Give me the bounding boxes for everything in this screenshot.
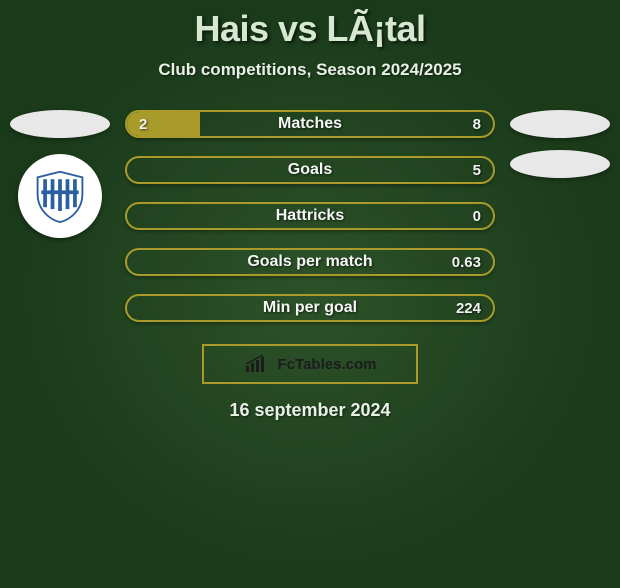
right-placeholder-ellipse — [510, 150, 610, 178]
stat-label: Matches — [127, 112, 493, 136]
left-side-column — [10, 110, 110, 238]
chart-icon — [244, 354, 272, 374]
comparison-area: 2 Matches 8 Goals 5 Hattricks 0 Goals pe… — [0, 110, 620, 322]
page-subtitle: Club competitions, Season 2024/2025 — [0, 60, 620, 80]
stat-right-value: 8 — [473, 112, 481, 136]
stat-right-value: 5 — [473, 158, 481, 182]
page-title: Hais vs LÃ¡tal — [0, 8, 620, 50]
stat-label: Min per goal — [127, 296, 493, 320]
shield-icon — [32, 168, 88, 224]
stat-label: Goals per match — [127, 250, 493, 274]
right-placeholder-ellipse — [510, 110, 610, 138]
stat-label: Hattricks — [127, 204, 493, 228]
stat-bar: Min per goal 224 — [125, 294, 495, 322]
stat-label: Goals — [127, 158, 493, 182]
stat-bar: Goals 5 — [125, 156, 495, 184]
stat-right-value: 0.63 — [452, 250, 481, 274]
stat-bar: Hattricks 0 — [125, 202, 495, 230]
stat-bars-container: 2 Matches 8 Goals 5 Hattricks 0 Goals pe… — [125, 110, 495, 322]
footer-label: FcTables.com — [278, 356, 377, 373]
stat-bar: 2 Matches 8 — [125, 110, 495, 138]
right-side-column — [510, 110, 610, 178]
stat-right-value: 0 — [473, 204, 481, 228]
stat-bar: Goals per match 0.63 — [125, 248, 495, 276]
stat-right-value: 224 — [456, 296, 481, 320]
left-placeholder-ellipse — [10, 110, 110, 138]
date-label: 16 september 2024 — [0, 400, 620, 421]
footer-branding: FcTables.com — [202, 344, 418, 384]
team-badge-left — [18, 154, 102, 238]
